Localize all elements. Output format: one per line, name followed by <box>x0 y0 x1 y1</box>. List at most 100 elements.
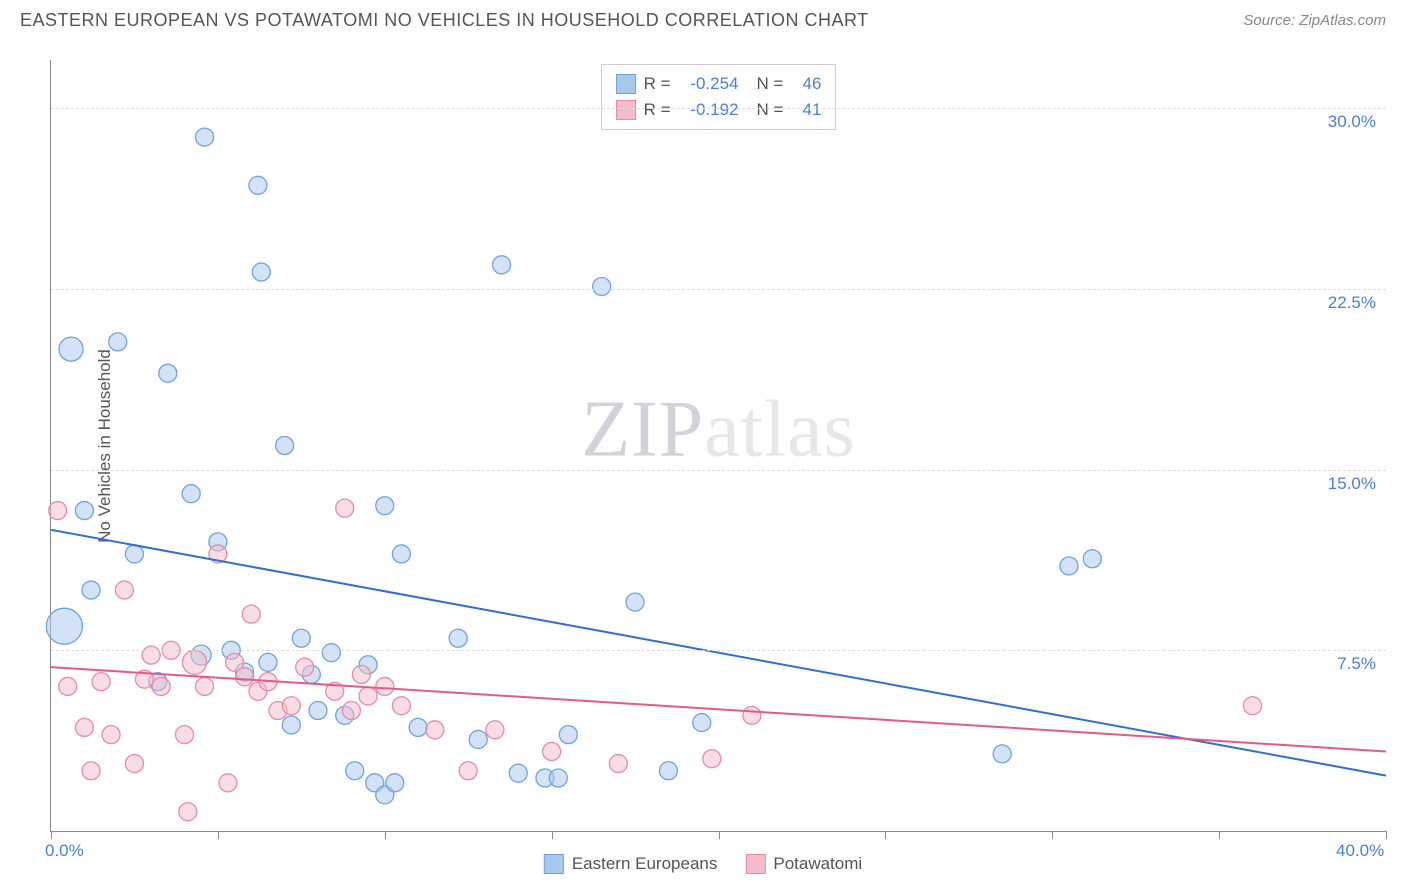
data-point <box>292 629 310 647</box>
series-legend: Eastern Europeans Potawatomi <box>544 854 862 874</box>
x-tick <box>218 831 219 839</box>
data-point <box>219 774 237 792</box>
scatter-svg <box>51 60 1386 831</box>
data-point <box>242 605 260 623</box>
data-point <box>593 277 611 295</box>
y-tick-label: 15.0% <box>1328 474 1376 494</box>
data-point <box>392 545 410 563</box>
data-point <box>1060 557 1078 575</box>
data-point <box>543 742 561 760</box>
swatch-eastern <box>544 854 564 874</box>
source-credit: Source: ZipAtlas.com <box>1243 12 1386 29</box>
x-tick <box>885 831 886 839</box>
data-point <box>626 593 644 611</box>
x-tick-label: 0.0% <box>45 841 84 861</box>
data-point <box>659 762 677 780</box>
data-point <box>703 750 721 768</box>
data-point <box>49 502 67 520</box>
data-point <box>259 653 277 671</box>
x-tick <box>385 831 386 839</box>
gridline <box>51 470 1386 471</box>
data-point <box>179 803 197 821</box>
correlation-legend: R = -0.254 N = 46 R = -0.192 N = 41 <box>601 64 837 130</box>
data-point <box>276 437 294 455</box>
data-point <box>252 263 270 281</box>
data-point <box>236 668 254 686</box>
data-point <box>102 726 120 744</box>
y-tick-label: 7.5% <box>1337 654 1376 674</box>
data-point <box>352 665 370 683</box>
x-tick <box>1386 831 1387 839</box>
data-point <box>159 364 177 382</box>
gridline <box>51 650 1386 651</box>
data-point <box>469 730 487 748</box>
data-point <box>282 697 300 715</box>
data-point <box>449 629 467 647</box>
data-point <box>82 581 100 599</box>
data-point <box>59 337 83 361</box>
data-point <box>196 677 214 695</box>
data-point <box>125 755 143 773</box>
data-point <box>296 658 314 676</box>
data-point <box>549 769 567 787</box>
legend-row-eastern: R = -0.254 N = 46 <box>616 71 822 97</box>
data-point <box>559 726 577 744</box>
data-point <box>1244 697 1262 715</box>
data-point <box>322 644 340 662</box>
data-point <box>152 677 170 695</box>
legend-row-potawatomi: R = -0.192 N = 41 <box>616 97 822 123</box>
swatch-potawatomi <box>745 854 765 874</box>
data-point <box>182 485 200 503</box>
regression-line <box>51 667 1386 751</box>
swatch-potawatomi <box>616 100 636 120</box>
data-point <box>282 716 300 734</box>
data-point <box>1083 550 1101 568</box>
data-point <box>609 755 627 773</box>
data-point <box>249 176 267 194</box>
data-point <box>459 762 477 780</box>
data-point <box>409 718 427 736</box>
data-point <box>376 677 394 695</box>
data-point <box>82 762 100 780</box>
y-tick-label: 22.5% <box>1328 293 1376 313</box>
legend-item-potawatomi: Potawatomi <box>745 854 862 874</box>
x-tick <box>51 831 52 839</box>
data-point <box>693 714 711 732</box>
data-point <box>115 581 133 599</box>
data-point <box>46 608 82 644</box>
data-point <box>59 677 77 695</box>
x-tick <box>1052 831 1053 839</box>
data-point <box>142 646 160 664</box>
data-point <box>109 333 127 351</box>
data-point <box>346 762 364 780</box>
data-point <box>376 497 394 515</box>
data-point <box>183 650 207 674</box>
data-point <box>196 128 214 146</box>
gridline <box>51 108 1386 109</box>
data-point <box>386 774 404 792</box>
swatch-eastern <box>616 74 636 94</box>
chart-title: EASTERN EUROPEAN VS POTAWATOMI NO VEHICL… <box>20 10 869 31</box>
data-point <box>743 706 761 724</box>
data-point <box>125 545 143 563</box>
data-point <box>75 502 93 520</box>
data-point <box>359 687 377 705</box>
data-point <box>493 256 511 274</box>
data-point <box>342 702 360 720</box>
gridline <box>51 289 1386 290</box>
chart-plot-area: ZIPatlas R = -0.254 N = 46 R = -0.192 N … <box>50 60 1386 832</box>
data-point <box>426 721 444 739</box>
data-point <box>92 673 110 691</box>
data-point <box>75 718 93 736</box>
legend-item-eastern: Eastern Europeans <box>544 854 718 874</box>
y-tick-label: 30.0% <box>1328 112 1376 132</box>
x-tick <box>719 831 720 839</box>
data-point <box>509 764 527 782</box>
x-tick <box>552 831 553 839</box>
header: EASTERN EUROPEAN VS POTAWATOMI NO VEHICL… <box>0 0 1406 37</box>
data-point <box>392 697 410 715</box>
data-point <box>176 726 194 744</box>
x-tick <box>1219 831 1220 839</box>
x-tick-label: 40.0% <box>1336 841 1384 861</box>
data-point <box>336 499 354 517</box>
